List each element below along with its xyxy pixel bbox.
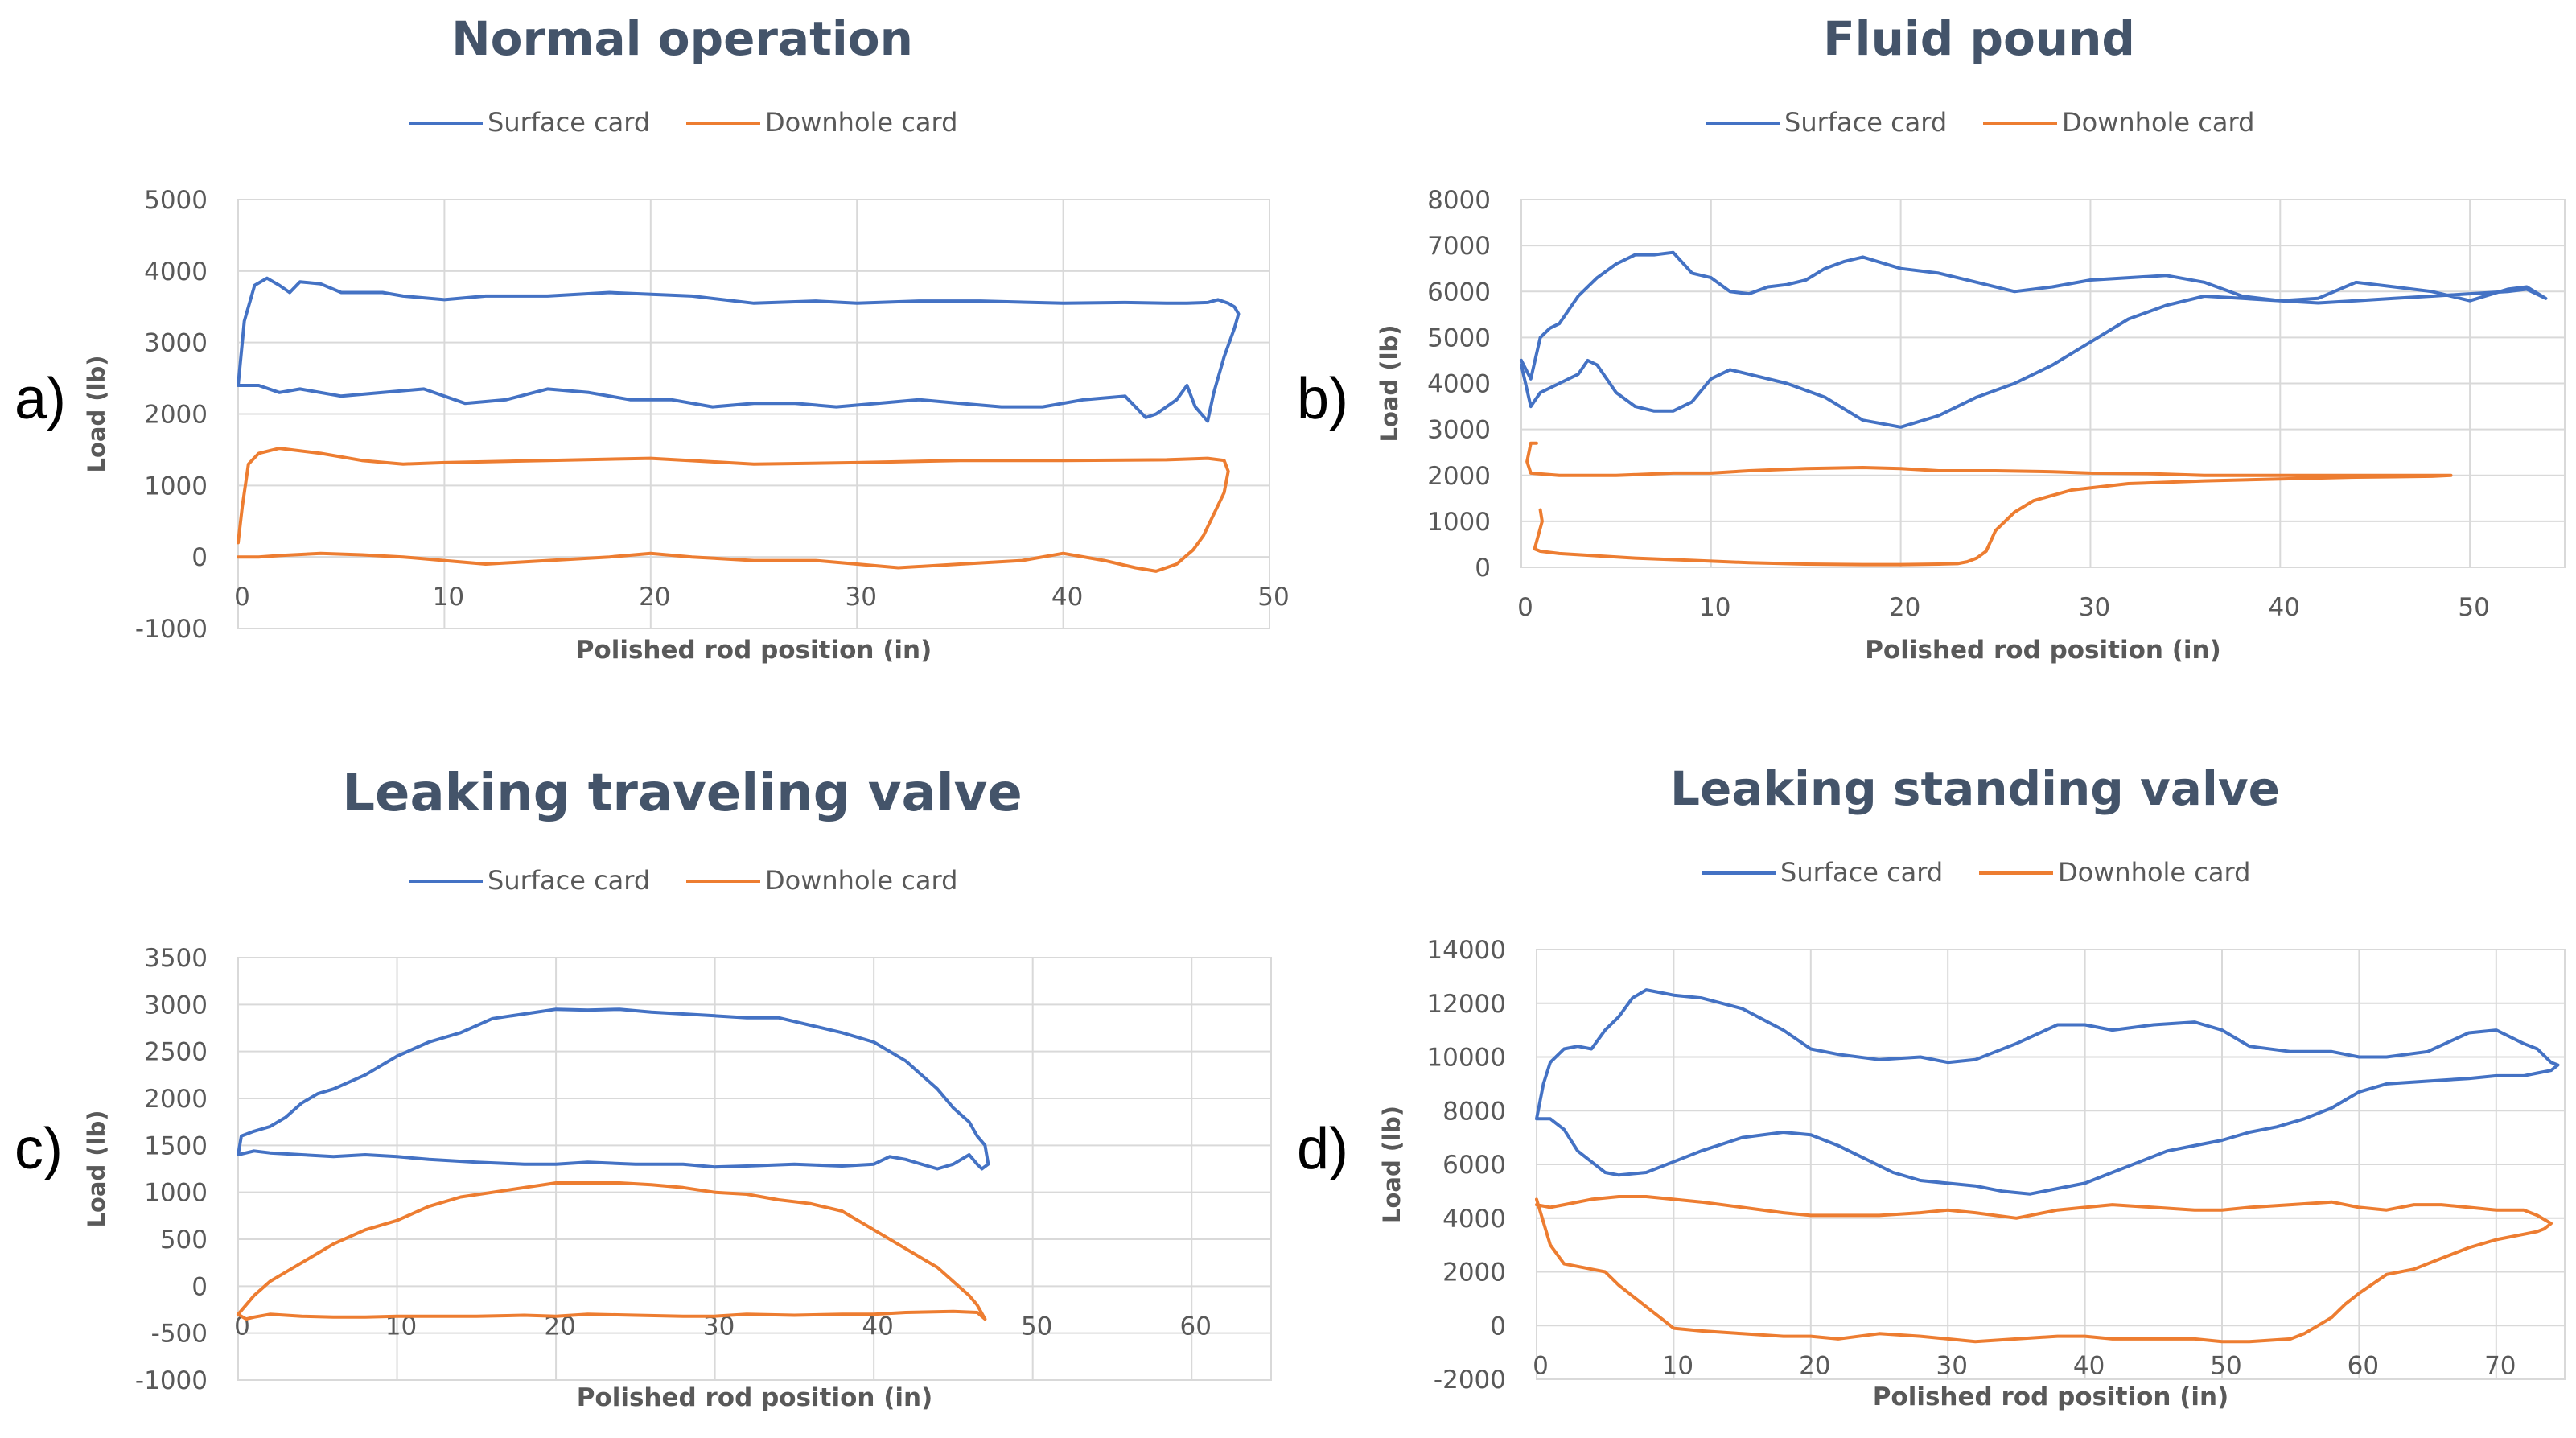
y-tick-label: 7000 xyxy=(1427,232,1491,261)
x-tick-label: 50 xyxy=(2458,593,2489,622)
y-tick-label: 8000 xyxy=(1442,1097,1506,1126)
y-tick-label: 2000 xyxy=(1442,1259,1506,1288)
y-tick-label: -500 xyxy=(151,1320,208,1349)
y-tick-label: 500 xyxy=(160,1226,208,1255)
surface-card-line xyxy=(1521,253,2545,427)
x-axis-label: Polished rod position (in) xyxy=(576,636,932,665)
x-tick-label: 40 xyxy=(862,1312,893,1341)
chart-title: Leaking traveling valve xyxy=(342,764,1023,823)
y-axis-label: Load (lb) xyxy=(1376,324,1403,442)
x-axis-label: Polished rod position (in) xyxy=(1873,1382,2229,1411)
y-tick-label: 14000 xyxy=(1426,936,1506,965)
x-tick-label: 70 xyxy=(2484,1351,2516,1380)
y-tick-label: 5000 xyxy=(144,186,208,215)
x-tick-label: 60 xyxy=(1180,1312,1212,1341)
legend-label-surface: Surface card xyxy=(488,865,650,896)
chart-title: Fluid pound xyxy=(1823,11,2135,66)
downhole-card-line xyxy=(238,1183,985,1319)
y-tick-label: 10000 xyxy=(1426,1044,1506,1073)
x-tick-label: 10 xyxy=(433,583,464,612)
legend-label-surface: Surface card xyxy=(1784,107,1947,138)
legend: Surface card Downhole card xyxy=(409,107,957,138)
legend: Surface card Downhole card xyxy=(409,865,957,896)
panel-label: d) xyxy=(1297,1117,1348,1181)
chart-panel-2: Fluid pound b) Surface card Downhole card 0 1… xyxy=(1297,11,2565,665)
y-axis-label: Load (lb) xyxy=(1378,1106,1405,1223)
x-tick-label: 40 xyxy=(1051,583,1083,612)
legend-label-surface: Surface card xyxy=(1780,857,1943,888)
x-tick-label: 60 xyxy=(2348,1351,2379,1380)
x-tick-label: 0 xyxy=(234,583,250,612)
y-tick-label: 5000 xyxy=(1427,323,1491,352)
y-tick-label: 6000 xyxy=(1442,1151,1506,1180)
x-tick-label: 50 xyxy=(1257,583,1289,612)
chart-panel-1: Normal operation a) Surface card Downhole c… xyxy=(14,11,1290,665)
y-tick-label: -2000 xyxy=(1434,1366,1506,1395)
x-tick-label: 20 xyxy=(1799,1351,1830,1380)
x-tick-label: 40 xyxy=(2073,1351,2105,1380)
y-axis-label: Load (lb) xyxy=(83,1110,110,1227)
legend-label-downhole: Downhole card xyxy=(2058,857,2250,888)
y-tick-label: 3000 xyxy=(144,329,208,358)
y-tick-label: 0 xyxy=(191,543,208,572)
chart-figure: Normal operation a) Surface card Downhole c… xyxy=(0,0,2576,1438)
x-tick-label: 40 xyxy=(2269,593,2300,622)
y-tick-label: 6000 xyxy=(1427,278,1491,307)
legend-label-surface: Surface card xyxy=(488,107,650,138)
panel-label: b) xyxy=(1297,367,1348,431)
y-tick-label: 8000 xyxy=(1427,186,1491,215)
y-tick-label: 4000 xyxy=(1427,370,1491,399)
y-tick-label: 0 xyxy=(1475,554,1491,583)
y-tick-label: 2500 xyxy=(144,1038,208,1067)
y-tick-label: 12000 xyxy=(1426,990,1506,1019)
legend: Surface card Downhole card xyxy=(1702,857,2250,888)
y-tick-label: 4000 xyxy=(144,258,208,286)
x-tick-label: 30 xyxy=(845,583,876,612)
y-tick-label: 1000 xyxy=(144,472,208,501)
x-tick-label: 10 xyxy=(1662,1351,1693,1380)
y-tick-label: 2000 xyxy=(144,1085,208,1114)
y-tick-label: -1000 xyxy=(135,615,208,644)
y-tick-label: 0 xyxy=(191,1272,208,1301)
downhole-card-line xyxy=(238,448,1228,571)
chart-title: Leaking standing valve xyxy=(1670,761,2280,816)
y-axis-label: Load (lb) xyxy=(83,355,110,472)
x-tick-label: 50 xyxy=(2210,1351,2241,1380)
chart-panel-4: Leaking standing valve d) Surface card Down… xyxy=(1297,761,2565,1411)
y-tick-label: -1000 xyxy=(135,1366,208,1395)
y-tick-label: 2000 xyxy=(144,401,208,430)
panel-label: a) xyxy=(14,367,66,431)
y-tick-label: 3500 xyxy=(144,944,208,973)
y-tick-label: 1000 xyxy=(1427,508,1491,537)
panel-label: c) xyxy=(14,1117,63,1181)
legend-label-downhole: Downhole card xyxy=(765,107,957,138)
y-tick-label: 1500 xyxy=(144,1131,208,1160)
legend-label-downhole: Downhole card xyxy=(2062,107,2254,138)
y-tick-label: 2000 xyxy=(1427,462,1491,491)
x-axis-label: Polished rod position (in) xyxy=(577,1383,933,1412)
x-tick-label: 0 xyxy=(1517,593,1533,622)
x-tick-label: 30 xyxy=(1936,1351,1967,1380)
y-tick-label: 3000 xyxy=(144,991,208,1020)
surface-card-line xyxy=(1537,990,2558,1194)
x-tick-label: 30 xyxy=(2079,593,2110,622)
surface-card-line xyxy=(238,278,1239,422)
x-tick-label: 20 xyxy=(639,583,670,612)
x-axis-label: Polished rod position (in) xyxy=(1865,636,2221,665)
legend-label-downhole: Downhole card xyxy=(765,865,957,896)
x-tick-label: 10 xyxy=(1699,593,1730,622)
x-tick-label: 20 xyxy=(1889,593,1920,622)
y-tick-label: 0 xyxy=(1490,1312,1506,1341)
chart-title: Normal operation xyxy=(451,11,913,66)
y-tick-label: 4000 xyxy=(1442,1205,1506,1234)
legend: Surface card Downhole card xyxy=(1706,107,2254,138)
x-tick-label: 0 xyxy=(1533,1351,1549,1380)
x-tick-label: 50 xyxy=(1021,1312,1052,1341)
downhole-card-line xyxy=(1527,443,2450,565)
chart-panel-3: Leaking traveling valve c) Surface card Dow… xyxy=(14,764,1271,1412)
y-tick-label: 1000 xyxy=(144,1179,208,1208)
y-tick-label: 3000 xyxy=(1427,416,1491,445)
